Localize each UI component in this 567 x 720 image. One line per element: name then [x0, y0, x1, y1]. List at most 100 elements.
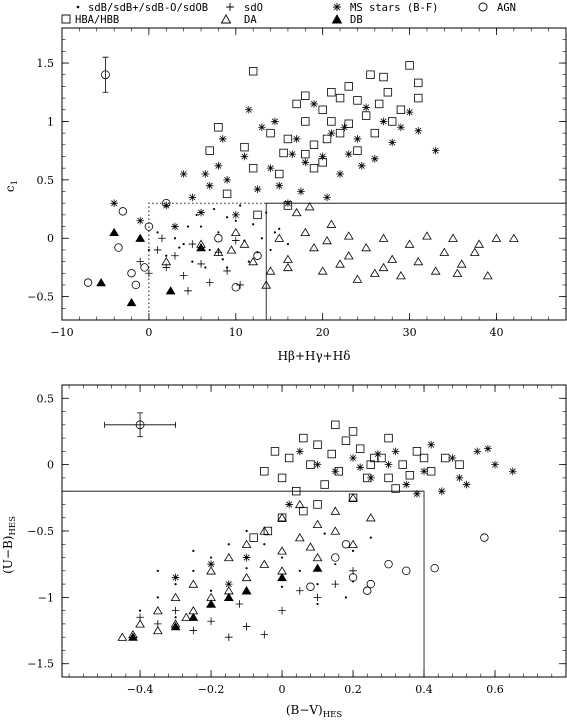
- point-sdb: [199, 225, 203, 228]
- point-hb: [275, 169, 284, 179]
- point-sdb: [298, 569, 301, 572]
- point-da: [404, 239, 415, 248]
- point-da: [117, 632, 128, 641]
- x-tick-label: 20: [316, 326, 330, 339]
- point-hb: [248, 163, 258, 173]
- point-sdb: [156, 596, 159, 599]
- point-sdb: [192, 549, 195, 553]
- point-sdo: [236, 281, 244, 289]
- point-sdb: [138, 609, 142, 612]
- legend-entry-da: DA: [220, 14, 257, 26]
- point-hb: [263, 526, 273, 536]
- point-hb: [341, 436, 351, 445]
- point-hb: [419, 453, 429, 463]
- point-sdo: [136, 613, 144, 622]
- point-ms: [136, 216, 145, 225]
- point-sdb: [186, 225, 190, 228]
- point-ms: [374, 450, 382, 458]
- point-ms: [271, 117, 279, 126]
- point-da: [352, 274, 363, 283]
- y-tick-label: −0.5: [27, 525, 54, 538]
- point-hb: [249, 533, 258, 542]
- point-sdo: [260, 630, 269, 639]
- point-da: [508, 233, 519, 242]
- point-agn: [480, 533, 489, 542]
- point-ms: [296, 447, 304, 456]
- point-ms: [171, 573, 180, 582]
- point-ms: [331, 467, 340, 476]
- point-sdb: [245, 567, 248, 570]
- point-da: [226, 245, 237, 254]
- point-sdo: [153, 246, 162, 254]
- point-sdo: [136, 257, 145, 266]
- point-hb: [299, 433, 308, 443]
- point-da: [248, 257, 259, 266]
- point-ms: [413, 490, 421, 498]
- point-ms: [188, 193, 197, 202]
- point-hb: [301, 149, 310, 159]
- point-ms: [162, 201, 171, 210]
- point-agn: [83, 278, 93, 287]
- point-ms: [427, 440, 435, 449]
- point-ms: [275, 181, 284, 190]
- point-sdb: [280, 585, 284, 588]
- solid-reference-line: [62, 490, 425, 677]
- point-ms: [297, 187, 305, 196]
- point-db: [128, 632, 138, 641]
- point-da: [474, 239, 484, 248]
- point-ms: [207, 560, 215, 568]
- point-da: [283, 262, 293, 272]
- point-da: [322, 235, 332, 245]
- point-da: [378, 262, 389, 272]
- point-sdb: [209, 556, 213, 559]
- point-ms: [313, 460, 322, 469]
- point-da: [300, 227, 311, 237]
- point-ms: [179, 170, 188, 178]
- panel-ub-vs-bv: −0.4 −0.2 0 0.2 0.4 0.6−1.5−1−0.500.5 (B−V)HE…: [1, 384, 567, 720]
- point-hb: [253, 210, 262, 220]
- point-da: [277, 513, 287, 522]
- point-ms: [391, 447, 400, 456]
- point-sdo: [189, 626, 198, 635]
- point-db: [165, 286, 176, 295]
- plot-frame: [61, 384, 567, 678]
- point-ms: [405, 108, 414, 116]
- point-hb: [374, 99, 384, 109]
- legend-entry-sdo: sdO: [226, 2, 263, 14]
- point-ms: [384, 460, 393, 469]
- point-hb: [384, 433, 393, 443]
- point-hb: [384, 473, 393, 483]
- point-hb: [344, 82, 353, 91]
- point-agn: [114, 243, 123, 252]
- point-sdb: [195, 213, 198, 216]
- point-sdo: [179, 271, 188, 280]
- point-da: [317, 266, 328, 275]
- point-hb: [405, 61, 414, 70]
- point-hb: [205, 146, 214, 155]
- point-hb: [379, 72, 388, 82]
- point-hb: [309, 140, 319, 149]
- point-da: [230, 227, 241, 237]
- point-da: [239, 239, 250, 248]
- legend-marker-square: [61, 14, 71, 24]
- point-hb: [301, 117, 310, 126]
- y-axis-title-main: (U−B): [1, 536, 15, 574]
- point-sdo: [242, 622, 251, 631]
- point-sdb: [208, 248, 211, 252]
- point-ms: [285, 500, 293, 509]
- point-da: [343, 251, 354, 260]
- point-da: [277, 546, 287, 555]
- point-agn: [144, 222, 154, 231]
- point-sdb: [239, 204, 242, 207]
- point-sdb: [316, 582, 319, 586]
- point-hb: [283, 134, 293, 144]
- panel-c1-vs-balmer: −10 0 10 20 30 40−0.500.511.5 Hβ+Hγ+Hδ c1: [3, 27, 567, 363]
- y-tick-label: −1: [38, 591, 54, 604]
- point-sdb: [191, 260, 194, 263]
- point-da: [241, 572, 252, 582]
- point-hb: [301, 91, 310, 100]
- point-da: [348, 539, 358, 548]
- point-hb: [355, 444, 365, 453]
- point-sdb: [182, 242, 185, 246]
